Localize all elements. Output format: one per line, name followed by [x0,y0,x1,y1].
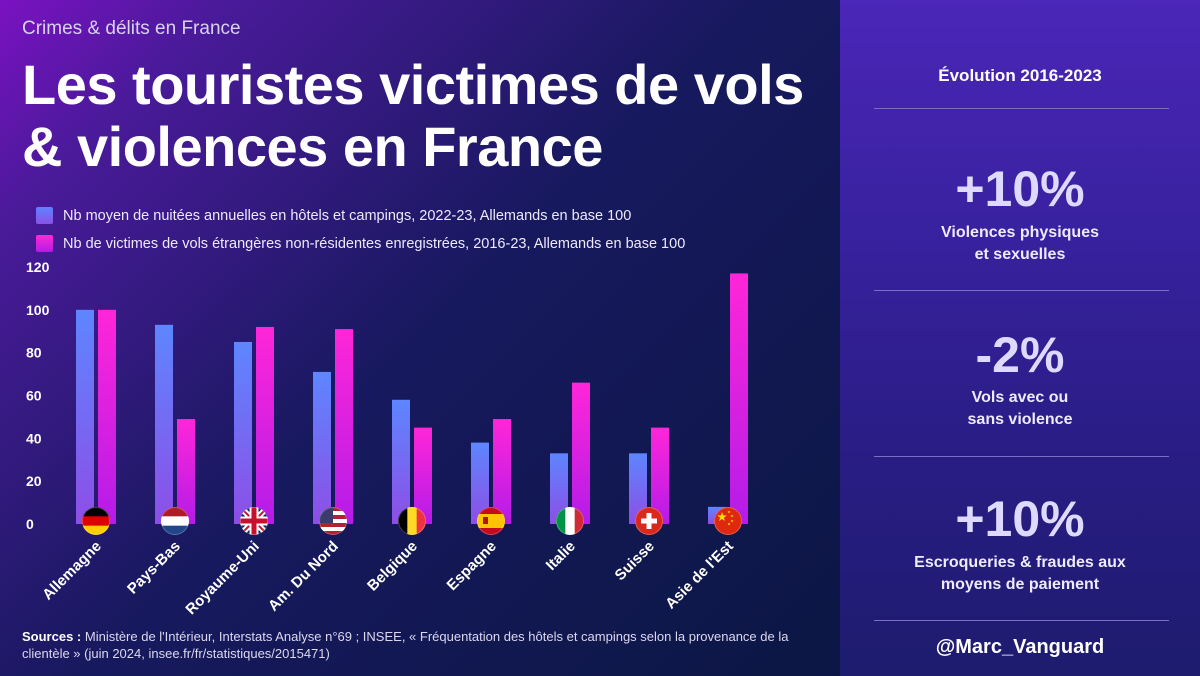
page-title: Les touristes victimes de vols & violenc… [22,53,804,178]
bar-victimes [256,326,274,524]
bar-victimes [572,382,590,524]
evolution-panel: Évolution 2016-2023 +10% Violences physi… [840,0,1200,676]
y-tick-label: 0 [26,516,34,532]
legend-item-series-2: Nb de victimes de vols étrangères non-ré… [36,235,685,252]
flag-de-icon [82,507,110,535]
divider [874,620,1169,621]
y-tick-label: 20 [26,473,42,489]
stat-label-line: Violences physiques [941,224,1099,241]
y-tick-label: 40 [26,430,42,446]
bar-nuitees [629,453,647,524]
stat-label-line: moyens de paiement [940,576,1100,593]
x-tick-label: Pays-Bas [124,538,184,598]
sources-text: Ministère de l'Intérieur, Interstats Ana… [22,629,789,661]
legend-swatch-blue [36,207,53,224]
bar-nuitees [155,324,173,524]
bar-victimes [335,329,353,524]
legend-label-series-2: Nb de victimes de vols étrangères non-ré… [63,235,686,252]
flag-ch-icon [635,507,663,535]
chart-panel: Crimes & délits en France Les touristes … [22,18,812,662]
bar-chart: 0 20 40 60 80 100 120 Allemagne Pays-BasRoyaume… [26,259,748,618]
x-tick-label: Allemagne [39,538,105,604]
divider [874,108,1169,109]
divider [874,290,1169,291]
y-tick-label: 80 [26,345,42,361]
legend-swatch-pink [36,235,53,252]
flag-es-icon [477,507,505,535]
bar-victimes [98,309,116,524]
stat-value-fraud: +10% [955,491,1085,547]
author-handle: @Marc_Vanguard [935,636,1105,658]
x-tick-label: Suisse [612,538,658,584]
stat-label-line: Escroqueries & fraudes aux [914,554,1126,571]
bar-victimes [651,427,669,524]
bar-nuitees [76,309,94,524]
stat-label-theft: Vols avec ou sans violence [840,387,1200,431]
x-tick-label: Royaume-Uni [182,538,262,618]
sources-note: Sources : Ministère de l'Intérieur, Inte… [22,628,812,662]
evolution-heading: Évolution 2016-2023 [938,66,1102,85]
x-tick-label: Belgique [364,538,421,595]
legend-label-series-1: Nb moyen de nuitées annuelles en hôtels … [63,207,632,224]
flag-it-icon [556,507,584,535]
flag-nl-icon [161,507,189,535]
bar-victimes [730,273,748,524]
x-tick-label: Asie de l'Est [662,538,737,613]
bar-nuitees [234,341,252,524]
stat-label-violence: Violences physiques et sexuelles [840,222,1200,266]
legend-item-series-1: Nb moyen de nuitées annuelles en hôtels … [36,207,631,224]
bar-nuitees [471,442,489,524]
bar-victimes [177,419,195,524]
bar-nuitees [313,371,331,524]
stat-label-line: Vols avec ou [971,389,1069,406]
flag-be-icon [398,507,426,535]
flag-cn-icon [714,507,742,535]
flag-us-icon [319,507,347,535]
section-subtitle: Crimes & délits en France [22,18,241,39]
stat-value-theft: -2% [975,327,1065,383]
bar-nuitees [392,399,410,524]
x-tick-label: Espagne [444,538,500,594]
sources-label: Sources : [22,629,82,644]
stat-label-line: sans violence [967,411,1073,428]
stat-label-line: et sexuelles [974,246,1066,263]
x-tick-label: Am. Du Nord [265,538,342,615]
y-tick-label: 100 [26,302,50,318]
y-tick-label: 120 [26,259,50,275]
x-tick-label: Italie [543,538,579,574]
bar-victimes [414,427,432,524]
stat-label-fraud: Escroqueries & fraudes aux moyens de pai… [840,552,1200,596]
bar-nuitees [550,453,568,524]
divider [874,456,1169,457]
bar-victimes [493,419,511,524]
stat-value-violence: +10% [955,161,1085,217]
flag-gb-icon [240,507,268,535]
y-tick-label: 60 [26,388,42,404]
